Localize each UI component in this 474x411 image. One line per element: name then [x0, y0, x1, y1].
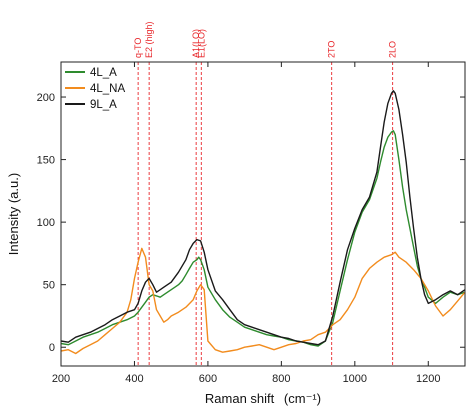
x-axis-title: Raman shift (cm⁻¹) — [205, 391, 321, 406]
x-axis-unit: (cm⁻¹) — [284, 391, 321, 406]
x-tick-label: 800 — [272, 373, 290, 385]
series-line — [60, 247, 466, 355]
legend-label: 4L_A — [90, 67, 117, 79]
plot-frame — [60, 61, 466, 367]
y-tick-label: 200 — [37, 92, 55, 104]
legend-label: 9L_A — [90, 99, 117, 111]
y-tick-label: 50 — [43, 280, 55, 292]
x-tick-label: 1000 — [343, 373, 367, 385]
x-tick-label: 200 — [52, 373, 70, 385]
x-tick-label: 600 — [199, 373, 217, 385]
series-line — [60, 130, 466, 347]
legend: 4L_A 4L_NA 9L_A — [65, 67, 125, 111]
x-axis-label: Raman shift — [205, 391, 275, 406]
vertical-markers: q-TO E2 (high) A1(LO)E1(LO) 2TO 2LO — [133, 21, 398, 366]
marker-label: A1(LO) — [191, 29, 201, 58]
marker-label: 2LO — [388, 41, 398, 58]
marker-label: q-TO — [133, 38, 143, 58]
y-tick-label: 0 — [49, 342, 55, 354]
series-lines — [60, 90, 466, 355]
legend-label: 4L_NA — [90, 83, 125, 95]
y-axis-title: Intensity (a.u.) — [6, 173, 21, 255]
marker-label: E1(LO) — [196, 29, 206, 58]
axis-ticks: 200 400 600 800 1000 1200 0 50 100 150 200 — [37, 62, 465, 385]
marker-label: 2TO — [327, 41, 337, 58]
x-tick-label: 400 — [125, 373, 143, 385]
x-tick-label: 1200 — [416, 373, 440, 385]
marker-label: E2 (high) — [144, 21, 154, 58]
y-tick-label: 100 — [37, 217, 55, 229]
series-line — [60, 90, 466, 346]
y-tick-label: 150 — [37, 155, 55, 167]
